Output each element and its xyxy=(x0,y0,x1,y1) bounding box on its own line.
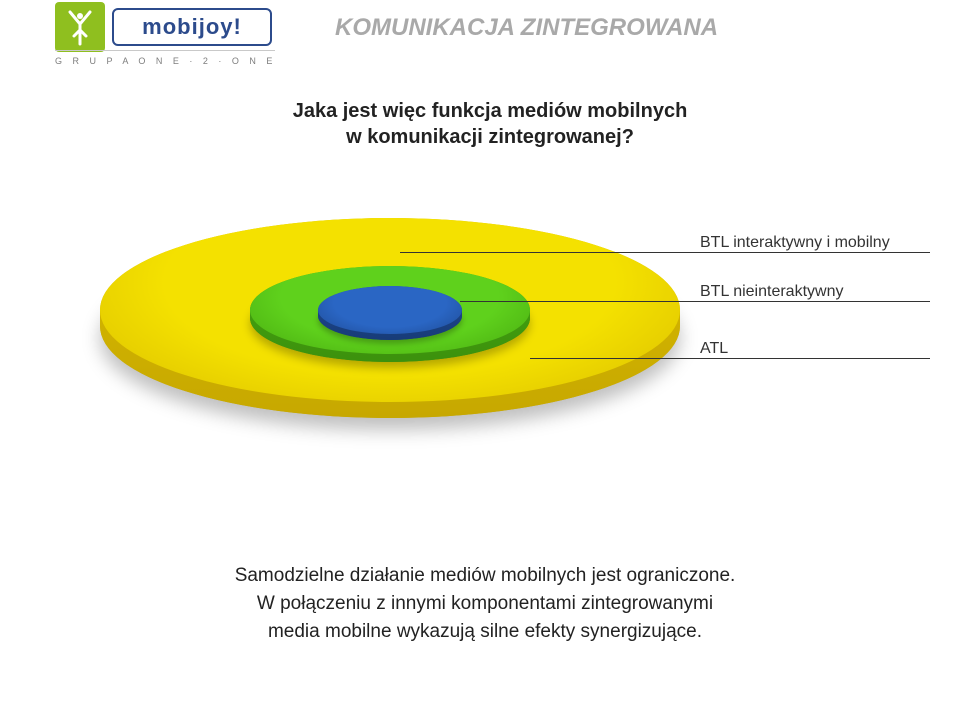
footer-line-2: W połączeniu z innymi komponentami zinte… xyxy=(257,593,713,614)
footer-paragraph: Samodzielne działanie mediów mobilnych j… xyxy=(125,562,845,646)
ring-outer-leader xyxy=(530,358,930,359)
ring-inner-label: BTL interaktywny i mobilny xyxy=(700,234,890,252)
ring-inner-top xyxy=(318,286,462,334)
footer-line-1: Samodzielne działanie mediów mobilnych j… xyxy=(235,565,736,586)
ring-outer-label: ATL xyxy=(700,340,728,358)
ring-middle-leader xyxy=(460,301,930,302)
footer-line-3: media mobilne wykazują silne efekty syne… xyxy=(268,621,702,642)
ring-inner-leader xyxy=(400,252,930,253)
ring-middle-label: BTL nieinteraktywny xyxy=(700,283,843,301)
concentric-diagram: ATL BTL nieinteraktywny BTL interaktywny i… xyxy=(0,0,960,520)
slide: mobijoy! G R U P A O N E · 2 · O N E KOM… xyxy=(0,0,960,725)
